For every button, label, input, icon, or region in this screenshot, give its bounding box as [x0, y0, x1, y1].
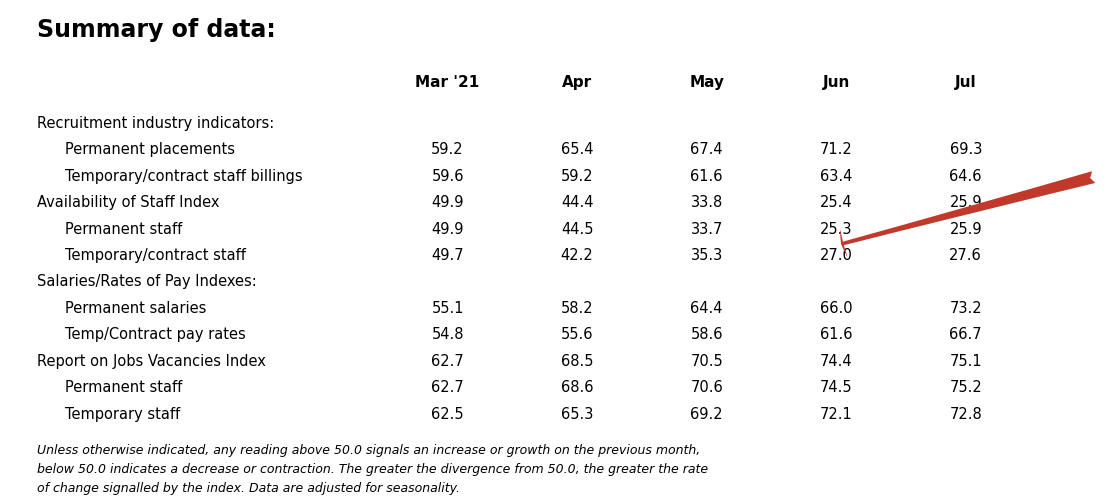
Text: Summary of data:: Summary of data:	[38, 18, 275, 42]
Text: 55.6: 55.6	[561, 327, 594, 342]
Text: 25.9: 25.9	[949, 221, 982, 236]
Text: 64.6: 64.6	[949, 168, 982, 183]
Text: 62.5: 62.5	[431, 406, 463, 421]
Text: 71.2: 71.2	[820, 142, 853, 157]
Text: 27.6: 27.6	[949, 247, 982, 263]
Text: Temporary/contract staff: Temporary/contract staff	[64, 247, 246, 263]
Text: 35.3: 35.3	[690, 247, 723, 263]
Text: Permanent staff: Permanent staff	[64, 221, 181, 236]
Text: 49.9: 49.9	[431, 195, 463, 210]
Text: 74.4: 74.4	[820, 353, 853, 368]
Text: May: May	[689, 75, 724, 90]
Text: Availability of Staff Index: Availability of Staff Index	[38, 195, 220, 210]
Text: 25.3: 25.3	[820, 221, 853, 236]
Text: 69.3: 69.3	[950, 142, 982, 157]
Text: 70.6: 70.6	[690, 379, 723, 394]
Text: 64.4: 64.4	[690, 300, 723, 315]
Text: 59.2: 59.2	[431, 142, 463, 157]
Text: 66.0: 66.0	[820, 300, 853, 315]
Text: 72.1: 72.1	[820, 406, 853, 421]
Text: 58.6: 58.6	[690, 327, 723, 342]
Text: 63.4: 63.4	[820, 168, 853, 183]
Text: 49.9: 49.9	[431, 221, 463, 236]
Text: 73.2: 73.2	[949, 300, 982, 315]
Text: Report on Jobs Vacancies Index: Report on Jobs Vacancies Index	[38, 353, 265, 368]
Text: 62.7: 62.7	[431, 379, 465, 394]
Text: 72.8: 72.8	[949, 406, 982, 421]
Text: 62.7: 62.7	[431, 353, 465, 368]
Text: 61.6: 61.6	[820, 327, 853, 342]
Text: Temporary/contract staff billings: Temporary/contract staff billings	[64, 168, 302, 183]
Text: Permanent salaries: Permanent salaries	[64, 300, 206, 315]
Text: Temp/Contract pay rates: Temp/Contract pay rates	[64, 327, 246, 342]
Text: Jun: Jun	[823, 75, 849, 90]
Text: 59.6: 59.6	[431, 168, 463, 183]
Text: 59.2: 59.2	[561, 168, 594, 183]
Text: Jul: Jul	[954, 75, 977, 90]
Text: 68.6: 68.6	[561, 379, 594, 394]
Text: Mar '21: Mar '21	[416, 75, 480, 90]
Text: 69.2: 69.2	[690, 406, 723, 421]
Text: 44.4: 44.4	[561, 195, 594, 210]
Text: 25.4: 25.4	[820, 195, 853, 210]
Text: 75.2: 75.2	[949, 379, 982, 394]
Text: 65.3: 65.3	[561, 406, 593, 421]
Text: 70.5: 70.5	[690, 353, 723, 368]
Text: 65.4: 65.4	[561, 142, 594, 157]
Text: 33.8: 33.8	[690, 195, 723, 210]
Text: 49.7: 49.7	[431, 247, 463, 263]
Text: 25.9: 25.9	[949, 195, 982, 210]
Text: 33.7: 33.7	[690, 221, 723, 236]
Text: 68.5: 68.5	[561, 353, 594, 368]
Text: 61.6: 61.6	[690, 168, 723, 183]
Text: Unless otherwise indicated, any reading above 50.0 signals an increase or growth: Unless otherwise indicated, any reading …	[38, 443, 708, 494]
Text: 58.2: 58.2	[561, 300, 594, 315]
Text: 54.8: 54.8	[431, 327, 463, 342]
Text: Salaries/Rates of Pay Indexes:: Salaries/Rates of Pay Indexes:	[38, 274, 257, 289]
Text: 55.1: 55.1	[431, 300, 463, 315]
Text: 44.5: 44.5	[561, 221, 594, 236]
Text: 66.7: 66.7	[949, 327, 982, 342]
Text: Permanent placements: Permanent placements	[64, 142, 234, 157]
Text: 74.5: 74.5	[820, 379, 853, 394]
Text: Apr: Apr	[562, 75, 592, 90]
Text: 67.4: 67.4	[690, 142, 723, 157]
Text: 75.1: 75.1	[949, 353, 982, 368]
Text: Temporary staff: Temporary staff	[64, 406, 179, 421]
Text: Permanent staff: Permanent staff	[64, 379, 181, 394]
Text: Recruitment industry indicators:: Recruitment industry indicators:	[38, 116, 274, 131]
Text: 27.0: 27.0	[820, 247, 853, 263]
Text: 42.2: 42.2	[561, 247, 594, 263]
